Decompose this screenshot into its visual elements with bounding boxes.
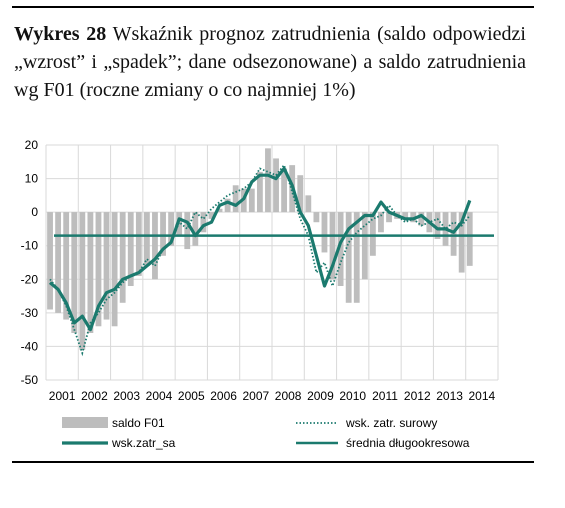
bar-saldo-f01 (95, 212, 102, 327)
y-tick-label: 0 (31, 205, 38, 219)
bar-saldo-f01 (47, 212, 53, 310)
bar-saldo-f01 (63, 212, 70, 320)
x-tick-label: 2004 (146, 389, 173, 403)
x-tick-label: 2008 (275, 389, 302, 403)
bar-saldo-f01 (410, 212, 417, 223)
bar-saldo-f01 (337, 212, 344, 286)
bar-saldo-f01 (232, 185, 239, 213)
x-tick-label: 2006 (210, 389, 237, 403)
bar-saldo-f01 (402, 212, 409, 219)
bar-saldo-f01 (208, 212, 215, 219)
bar-saldo-f01 (127, 212, 134, 286)
bar-saldo-f01 (418, 212, 425, 226)
bottom-rule (12, 461, 534, 463)
bar-saldo-f01 (281, 168, 288, 213)
bar-saldo-f01 (87, 212, 94, 333)
line-raw-index (49, 163, 471, 357)
bar-saldo-f01 (321, 212, 328, 253)
x-tick-label: 2003 (113, 389, 140, 403)
bar-saldo-f01 (192, 212, 199, 246)
x-tick-label: 2013 (436, 389, 463, 403)
bar-saldo-f01 (466, 212, 473, 266)
chart-title-label: Wykres 28 (14, 23, 107, 45)
y-tick-label: -30 (21, 306, 39, 320)
bar-saldo-f01 (55, 212, 62, 313)
y-tick-label: -40 (21, 339, 39, 353)
bar-saldo-f01 (273, 158, 279, 213)
bar-saldo-f01 (378, 212, 384, 233)
x-tick-label: 2011 (372, 389, 398, 403)
bar-saldo-f01 (71, 212, 78, 333)
bar-saldo-f01 (305, 195, 312, 213)
bar-saldo-f01 (256, 171, 263, 213)
chart-title-text: Wskaźnik prognoz zatrudnienia (saldo odp… (14, 23, 526, 101)
bar-saldo-f01 (103, 212, 110, 320)
x-tick-label: 2001 (49, 389, 76, 403)
y-tick-label: 10 (25, 172, 39, 186)
bar-saldo-f01 (119, 212, 126, 303)
bar-saldo-f01 (143, 212, 150, 266)
legend-label: średnia długookresowa (346, 436, 470, 450)
bar-saldo-f01 (152, 212, 158, 280)
legend-swatch-bar (62, 417, 108, 428)
bar-saldo-f01 (458, 212, 465, 273)
y-tick-label: -50 (21, 373, 39, 387)
bar-saldo-f01 (216, 208, 223, 213)
bar-saldo-f01 (345, 212, 352, 303)
bar-saldo-f01 (200, 212, 207, 233)
y-tick-label: -20 (21, 272, 39, 286)
legend-label: saldo F01 (112, 416, 165, 430)
bar-saldo-f01 (434, 212, 441, 239)
bar-saldo-f01 (313, 212, 320, 223)
x-tick-label: 2002 (81, 389, 108, 403)
chart-title: Wykres 28 Wskaźnik prognoz zatrudnienia … (14, 20, 526, 104)
legend-label: wsk. zatr. surowy (345, 416, 437, 430)
x-tick-label: 2007 (243, 389, 270, 403)
x-tick-label: 2014 (469, 389, 496, 403)
bar-saldo-f01 (297, 175, 304, 213)
x-tick-label: 2012 (404, 389, 431, 403)
legend-label: wsk.zatr_sa (111, 436, 176, 450)
bar-saldo-f01 (168, 212, 175, 246)
bar-saldo-f01 (184, 212, 191, 250)
x-tick-label: 2010 (339, 389, 366, 403)
bar-saldo-f01 (79, 212, 86, 350)
bar-saldo-f01 (450, 212, 457, 256)
bar-saldo-f01 (111, 212, 118, 327)
y-tick-label: -10 (21, 239, 39, 253)
bar-saldo-f01 (386, 212, 392, 223)
bar-saldo-f01 (135, 212, 142, 276)
bar-saldo-f01 (329, 212, 336, 280)
bar-saldo-f01 (160, 212, 166, 256)
x-tick-label: 2005 (178, 389, 205, 403)
line-sa-index (48, 166, 472, 332)
bar-saldo-f01 (353, 212, 360, 303)
bar-saldo-f01 (224, 198, 231, 213)
bar-saldo-f01 (361, 212, 368, 280)
bar-saldo-f01 (265, 148, 271, 213)
x-tick-label: 2009 (307, 389, 334, 403)
top-rule (12, 6, 534, 8)
bar-saldo-f01 (369, 212, 376, 256)
y-tick-label: 20 (25, 138, 39, 152)
bar-saldo-f01 (248, 188, 255, 213)
